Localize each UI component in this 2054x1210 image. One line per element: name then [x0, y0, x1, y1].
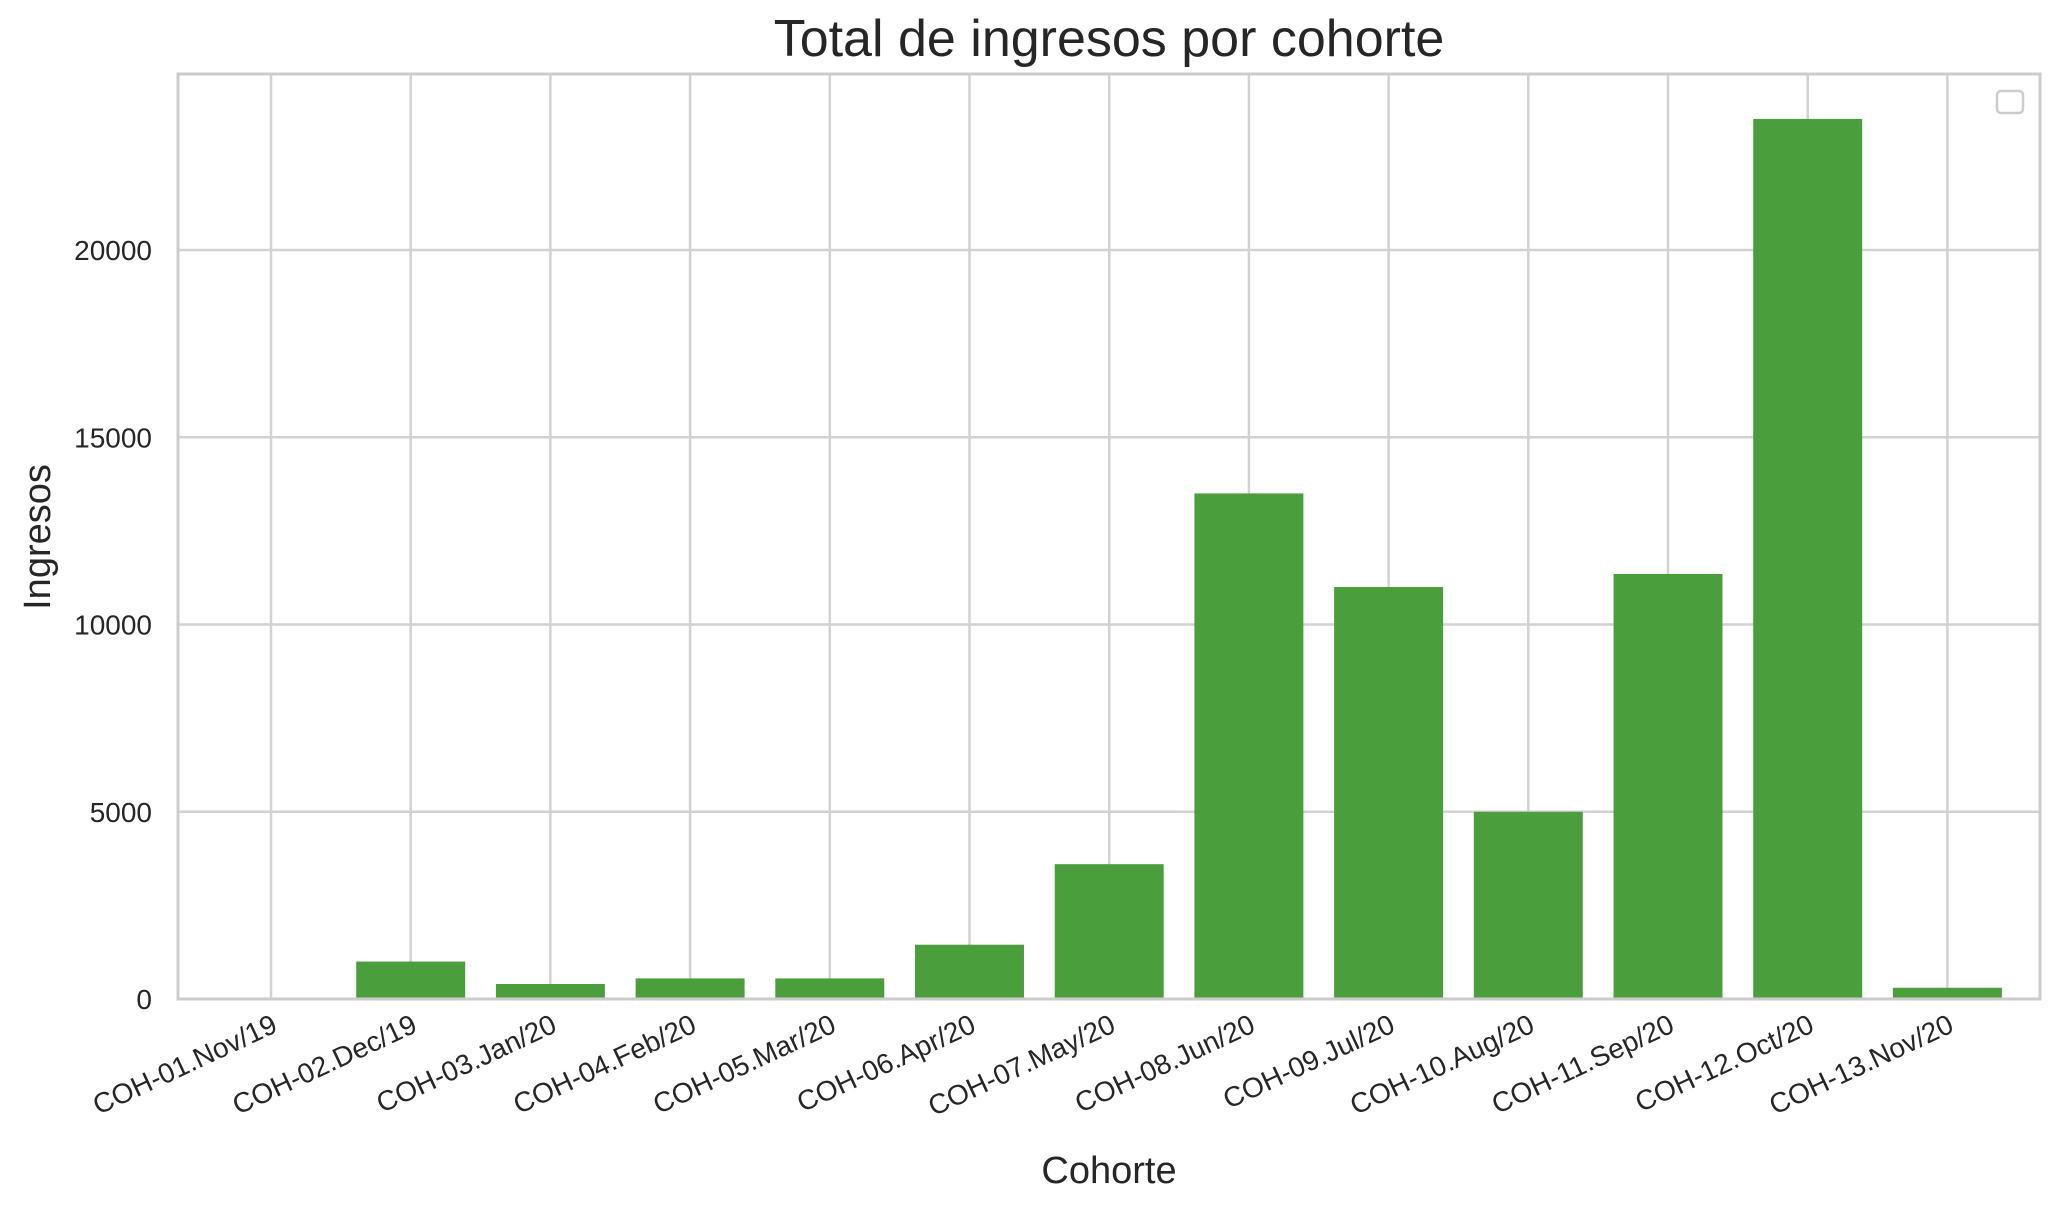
y-axis-label: Ingresos [17, 464, 59, 610]
y-tick-labels: 0 5000 10000 15000 20000 [74, 235, 152, 1015]
bar [775, 978, 885, 999]
bar [1753, 118, 1863, 999]
bar [1334, 587, 1444, 999]
bar [1613, 573, 1723, 999]
y-tick-label: 5000 [90, 797, 152, 828]
x-tick-labels: COH-01.Nov/19COH-02.Dec/19COH-03.Jan/20C… [88, 1008, 1958, 1122]
bar [1054, 864, 1164, 999]
x-axis-label: Cohorte [1041, 1150, 1176, 1192]
plot-frame [176, 72, 2042, 1001]
y-tick-label: 10000 [74, 610, 152, 641]
bars [356, 118, 2002, 999]
bar [1473, 811, 1583, 999]
bar [1892, 987, 2002, 999]
y-tick-label: 20000 [74, 235, 152, 266]
chart-title: Total de ingresos por cohorte [774, 10, 1445, 68]
bar [495, 984, 605, 999]
y-tick-label: 0 [136, 984, 152, 1015]
bar [915, 944, 1024, 999]
bar [1194, 493, 1304, 999]
y-tick-label: 15000 [74, 422, 152, 453]
bar [356, 961, 466, 999]
legend-box [1995, 89, 2025, 115]
bar [635, 978, 745, 999]
